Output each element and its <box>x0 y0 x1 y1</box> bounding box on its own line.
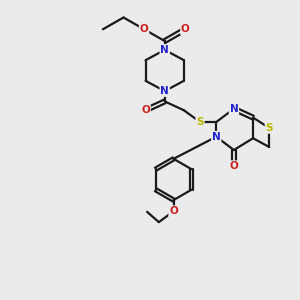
Text: N: N <box>160 45 169 55</box>
Text: N: N <box>230 104 238 114</box>
Text: O: O <box>181 24 190 34</box>
Text: O: O <box>169 206 178 216</box>
Text: S: S <box>196 117 204 127</box>
Text: N: N <box>212 132 220 142</box>
Text: O: O <box>230 161 238 171</box>
Text: N: N <box>160 86 169 96</box>
Text: O: O <box>141 105 150 115</box>
Text: O: O <box>140 24 148 34</box>
Text: S: S <box>266 123 273 133</box>
